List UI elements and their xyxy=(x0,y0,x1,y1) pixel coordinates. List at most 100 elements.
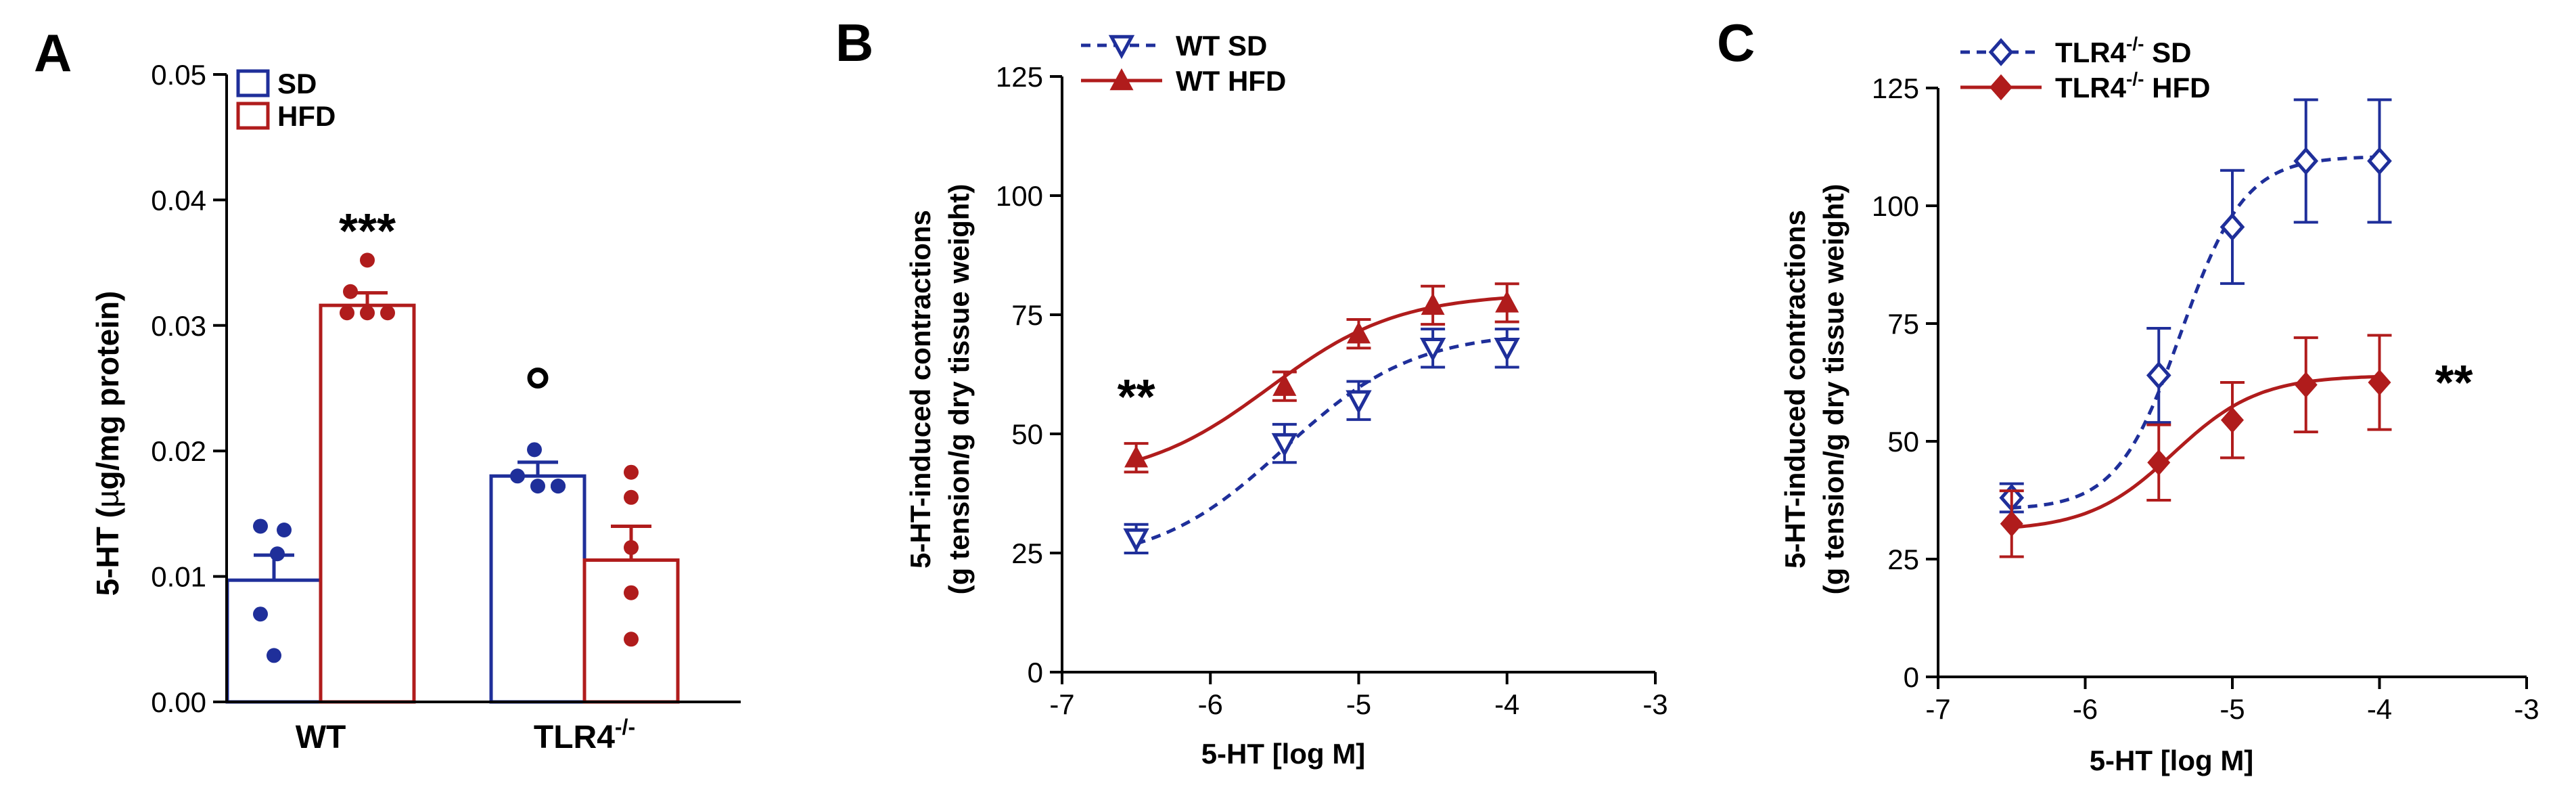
marker-open-diamond xyxy=(2367,147,2392,175)
panel-label-a: A xyxy=(34,23,72,83)
y-tick-label: 125 xyxy=(996,61,1043,93)
data-point xyxy=(624,539,639,555)
panel-c-x-axis-label: 5-HT [log M] xyxy=(2090,745,2254,776)
x-tick-label: -4 xyxy=(1494,688,1519,720)
x-tick-label: -6 xyxy=(2073,693,2098,725)
marker-filled-diamond xyxy=(2220,407,2245,433)
significance-marker: ** xyxy=(2435,356,2472,410)
marker-open-triangle xyxy=(1271,433,1298,458)
data-point xyxy=(510,468,525,484)
data-point xyxy=(267,648,281,663)
fit-curve-1 xyxy=(1135,296,1507,462)
marker-open-diamond xyxy=(2293,147,2319,175)
y-tick-label: 100 xyxy=(996,180,1043,212)
y-tick-label: 0 xyxy=(1904,661,1919,693)
y-tick-label: 0.01 xyxy=(151,561,206,593)
data-point xyxy=(527,442,542,458)
legend-label: TLR4-/- SD xyxy=(2055,33,2191,68)
data-point xyxy=(624,585,639,600)
data-point xyxy=(253,518,268,534)
panel-c-y-axis-label-line2: (g tension/g dry tissue weight) xyxy=(1818,184,1849,595)
panel-c-y-axis-label: 5-HT-induced contractions xyxy=(1779,210,1811,569)
x-category-label: TLR4-/- xyxy=(534,715,635,755)
marker-filled-triangle xyxy=(1109,68,1134,91)
significance-marker: ** xyxy=(1118,370,1155,424)
fit-curve-1 xyxy=(2011,374,2380,529)
panel-a-y-axis-label: 5-HT (µg/mg protein) xyxy=(90,291,125,596)
marker-filled-diamond xyxy=(2000,510,2023,537)
data-point xyxy=(343,284,358,299)
marker-open-diamond xyxy=(2146,361,2171,390)
bar-hfd-0 xyxy=(319,303,416,704)
y-tick-label: 0.02 xyxy=(151,435,206,467)
legend-label: WT HFD xyxy=(1176,65,1286,97)
panel-b-x-axis-label: 5-HT [log M] xyxy=(1201,738,1366,770)
x-category-label: WT xyxy=(296,720,346,755)
panel-a-legend: SD HFD xyxy=(236,68,336,132)
y-tick-label: 0.04 xyxy=(151,184,206,216)
fit-curve-0 xyxy=(2011,155,2380,510)
marker-open-diamond xyxy=(1988,38,2014,66)
data-point xyxy=(624,489,639,505)
marker-filled-triangle xyxy=(1124,445,1149,468)
x-tick-label: -5 xyxy=(2220,693,2245,725)
bar-hfd-1 xyxy=(582,558,680,704)
data-point xyxy=(340,305,354,321)
x-tick-label: -3 xyxy=(1642,688,1668,720)
x-tick-label: -6 xyxy=(1198,688,1223,720)
marker-filled-triangle xyxy=(1495,290,1519,313)
legend-sd-label: SD xyxy=(277,68,317,100)
legend-hfd-swatch xyxy=(236,102,270,130)
x-tick-label: -4 xyxy=(2367,693,2392,725)
y-tick-label: 0.05 xyxy=(151,59,206,91)
significance-marker: *** xyxy=(339,204,396,259)
data-point xyxy=(360,305,375,321)
marker-filled-diamond xyxy=(2294,372,2318,398)
y-tick-label: 0.03 xyxy=(151,310,206,342)
legend-label: TLR4-/- HFD xyxy=(2055,68,2210,104)
y-tick-label: 50 xyxy=(1011,418,1043,450)
legend-sd-swatch xyxy=(236,69,270,97)
bar-sd-1 xyxy=(489,474,586,704)
marker-open-triangle xyxy=(1494,338,1520,362)
x-tick-label: -7 xyxy=(1925,693,1950,725)
marker-open-triangle xyxy=(1346,390,1372,414)
data-point xyxy=(624,632,639,647)
marker-filled-triangle xyxy=(1346,322,1371,344)
panel-b-y-axis-label-line2: (g tension/g dry tissue weight) xyxy=(943,184,975,595)
marker-open-triangle xyxy=(1123,528,1149,553)
x-tick-label: -7 xyxy=(1049,688,1074,720)
y-tick-label: 25 xyxy=(1887,544,1919,575)
y-tick-label: 75 xyxy=(1011,299,1043,331)
panel-a-bar-chart: 5-HT (µg/mg protein) 0.00 0.01 0.02 0.03 0.0… xyxy=(90,59,741,755)
significance-marker xyxy=(527,368,549,389)
data-point xyxy=(530,479,545,494)
data-point xyxy=(551,479,566,494)
y-tick-label: 75 xyxy=(1887,308,1919,340)
data-point xyxy=(624,464,639,480)
bar-sd-0 xyxy=(225,578,323,704)
marker-filled-diamond xyxy=(2368,369,2391,396)
panel-c-line-chart: 5-HT-induced contractions (g tension/g d… xyxy=(1779,33,2539,776)
marker-open-diamond xyxy=(2220,213,2245,242)
data-point xyxy=(277,523,292,538)
y-tick-label: 50 xyxy=(1887,426,1919,458)
marker-open-triangle xyxy=(1419,338,1446,362)
marker-filled-diamond xyxy=(2147,449,2171,476)
legend-hfd-label: HFD xyxy=(277,100,336,132)
data-point xyxy=(270,546,285,562)
marker-filled-triangle xyxy=(1272,374,1297,396)
data-point xyxy=(253,606,268,622)
panel-b-y-axis-label: 5-HT-induced contractions xyxy=(904,210,936,569)
legend-label: WT SD xyxy=(1176,30,1267,62)
y-tick-label: 125 xyxy=(1872,72,1919,104)
y-tick-label: 0.00 xyxy=(151,686,206,718)
marker-filled-diamond xyxy=(1989,74,2013,101)
y-tick-label: 100 xyxy=(1872,190,1919,222)
fit-curve-0 xyxy=(1135,336,1508,546)
panel-b-line-chart: 5-HT-induced contractions (g tension/g d… xyxy=(904,30,1668,770)
x-tick-label: -5 xyxy=(1346,688,1371,720)
